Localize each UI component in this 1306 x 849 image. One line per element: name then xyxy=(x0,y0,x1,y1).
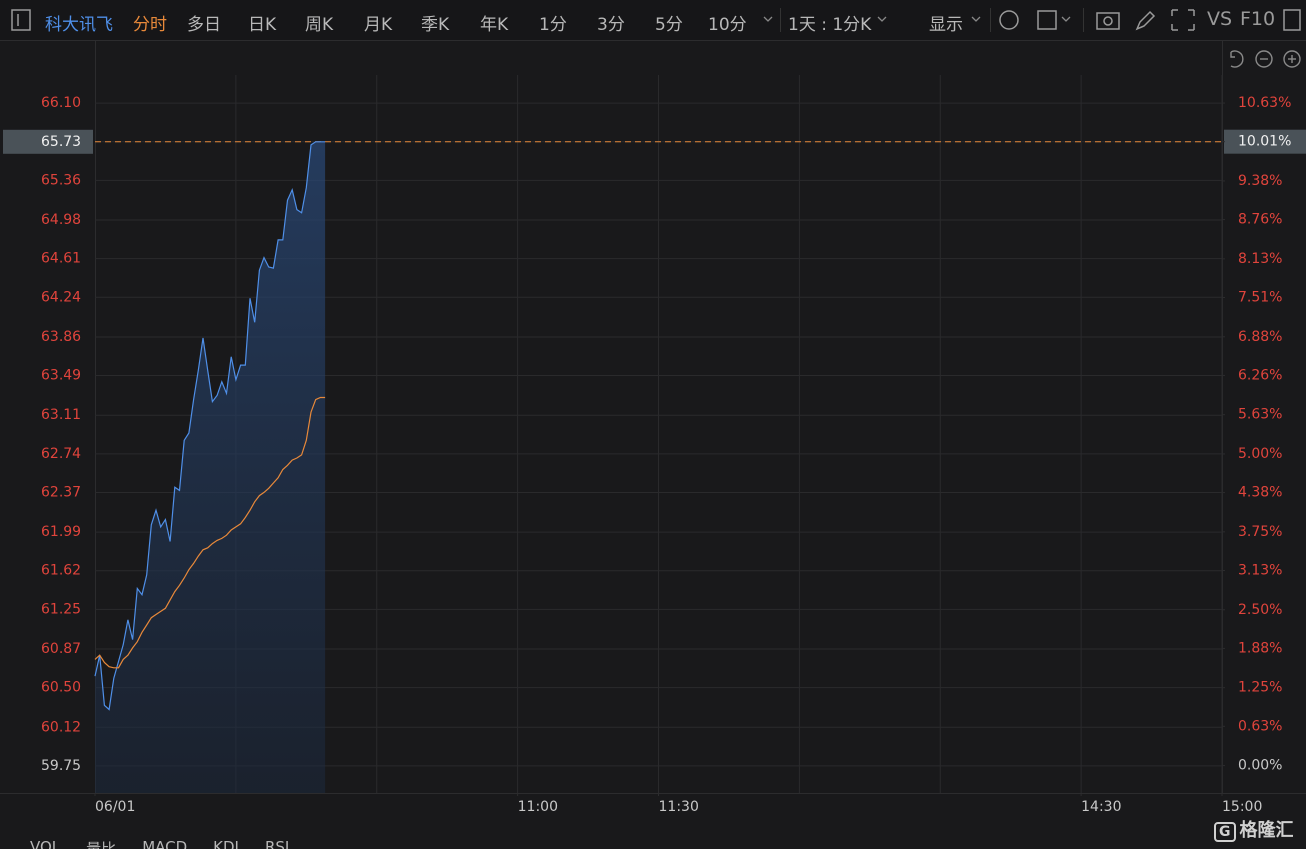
y2-tick-label: 3.13% xyxy=(1238,562,1282,578)
zoom-in-icon[interactable] xyxy=(1283,50,1301,68)
y-tick-label: 63.86 xyxy=(41,329,81,345)
y-tick-label: 63.11 xyxy=(41,407,81,423)
y-tick-label: 60.50 xyxy=(41,680,81,696)
pen-icon[interactable] xyxy=(1135,10,1156,31)
y-tick-label: 62.74 xyxy=(41,446,81,462)
reset-icon[interactable] xyxy=(1230,50,1244,68)
toolbar-bg xyxy=(0,0,1306,40)
y-tick-label: 60.12 xyxy=(41,719,81,735)
pct-highlight xyxy=(1224,129,1306,154)
zoom-out-icon[interactable] xyxy=(1255,50,1273,68)
indicator-tab[interactable]: 量比 xyxy=(86,840,117,849)
tab[interactable]: 月K xyxy=(364,15,393,35)
y-tick-label: 63.49 xyxy=(41,368,81,384)
indicator-tab[interactable]: KDJ xyxy=(213,838,239,849)
dropdown-icon[interactable] xyxy=(877,16,887,22)
y-tick-label: 65.36 xyxy=(41,172,81,188)
y2-tick-label: 10.63% xyxy=(1238,95,1291,111)
y2-tick-label: 0.00% xyxy=(1238,758,1282,774)
y-tick-label: 61.25 xyxy=(41,601,81,617)
y-tick-label: 64.24 xyxy=(41,289,81,305)
dropdown-icon[interactable] xyxy=(971,16,981,22)
dropdown-icon[interactable] xyxy=(763,16,773,22)
period-select[interactable]: 1天 : 1分K xyxy=(788,15,872,35)
y-tick-label: 64.61 xyxy=(41,251,81,267)
price-line xyxy=(94,141,326,711)
y2-tick-label: 9.38% xyxy=(1238,173,1282,189)
watermark-text: 格隆汇 xyxy=(1239,820,1294,841)
y-tick-label: 62.37 xyxy=(41,484,81,500)
y2-tick-label: 6.88% xyxy=(1238,329,1282,345)
y2-tick-label: 10.01% xyxy=(1238,134,1291,150)
tab[interactable]: 分时 xyxy=(133,15,167,35)
display-select[interactable]: 显示 xyxy=(929,15,963,35)
stock-name[interactable]: 科大讯飞 xyxy=(45,15,113,35)
y2-tick-label: 1.25% xyxy=(1238,680,1282,696)
tab[interactable]: 3分 xyxy=(597,15,625,35)
tab[interactable]: 年K xyxy=(480,15,509,35)
indicator-tab[interactable]: RSI xyxy=(264,838,290,849)
x-tick-label: 06/01 xyxy=(95,799,135,815)
vs-button[interactable]: VS xyxy=(1207,8,1233,30)
zoom-controls[interactable] xyxy=(1230,50,1301,68)
x-tick-label: 11:00 xyxy=(518,799,558,815)
tab[interactable]: 多日 xyxy=(187,15,221,35)
tab[interactable]: 季K xyxy=(421,15,450,35)
average-line xyxy=(94,396,326,669)
dropdown-icon[interactable] xyxy=(1061,16,1071,22)
side-panel-icon[interactable] xyxy=(1283,9,1301,31)
y2-tick-label: 6.26% xyxy=(1238,367,1282,383)
price-area xyxy=(95,141,326,794)
f10-button[interactable]: F10 xyxy=(1240,8,1276,30)
indicator-tab[interactable]: MACD xyxy=(142,838,188,849)
y2-tick-label: 8.76% xyxy=(1238,212,1282,228)
x-tick-label: 15:00 xyxy=(1222,799,1262,815)
shape-icon[interactable] xyxy=(1037,10,1057,30)
camera-icon[interactable] xyxy=(1096,12,1120,30)
tab[interactable]: 日K xyxy=(248,15,277,35)
y2-tick-label: 1.88% xyxy=(1238,640,1282,656)
x-tick-label: 14:30 xyxy=(1081,799,1121,815)
y-tick-label: 59.75 xyxy=(41,758,81,774)
price-highlight xyxy=(3,129,93,154)
y-tick-label: 65.73 xyxy=(41,134,81,150)
x-tick-label: 11:30 xyxy=(659,799,699,815)
y-tick-label: 60.87 xyxy=(41,641,81,657)
y-tick-label: 61.62 xyxy=(41,563,81,579)
tab[interactable]: 1分 xyxy=(539,15,567,35)
fullscreen-icon[interactable] xyxy=(1171,9,1195,31)
watermark: G 格隆汇 xyxy=(1214,816,1294,842)
y2-tick-label: 2.50% xyxy=(1238,602,1282,618)
y2-tick-label: 5.63% xyxy=(1238,407,1282,423)
y2-tick-label: 0.63% xyxy=(1238,718,1282,734)
y-tick-label: 61.99 xyxy=(41,524,81,540)
tab[interactable]: 周K xyxy=(305,15,334,35)
y2-tick-label: 7.51% xyxy=(1238,290,1282,306)
y2-tick-label: 5.00% xyxy=(1238,446,1282,462)
panel-icon[interactable] xyxy=(11,9,31,31)
settings-icon[interactable] xyxy=(999,10,1019,30)
tab[interactable]: 10分 xyxy=(708,15,747,35)
tab[interactable]: 5分 xyxy=(655,15,683,35)
y2-tick-label: 3.75% xyxy=(1238,524,1282,540)
y-tick-label: 64.98 xyxy=(41,212,81,228)
indicator-tab[interactable]: VOL xyxy=(30,838,61,849)
y-tick-label: 66.10 xyxy=(41,95,81,111)
bottom-tabs: VOL 量比 MACD KDJ RSI xyxy=(30,838,289,849)
y2-tick-label: 8.13% xyxy=(1238,251,1282,267)
y2-tick-label: 4.38% xyxy=(1238,485,1282,501)
